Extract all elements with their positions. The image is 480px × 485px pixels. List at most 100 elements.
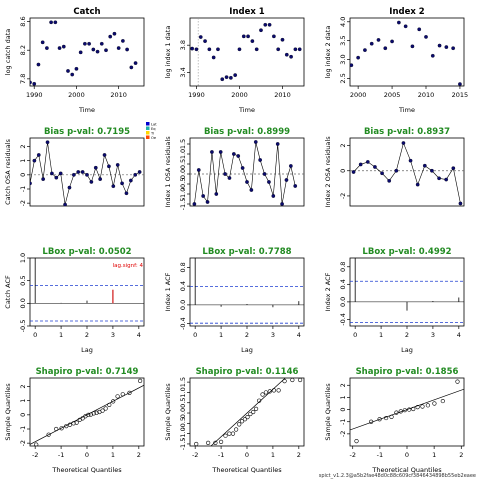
qq-point [277, 389, 281, 393]
data-point [276, 48, 279, 51]
y-axis-label: Catch OSA residuals [4, 138, 12, 204]
x-tick-label: 0 [245, 451, 249, 459]
data-point [366, 160, 369, 163]
data-point [233, 73, 236, 76]
data-point [210, 150, 213, 153]
data-point [285, 178, 288, 181]
data-point [109, 35, 112, 38]
data-point [212, 56, 215, 59]
data-point [85, 173, 88, 176]
data-point [356, 56, 359, 59]
qq-point [219, 440, 223, 444]
data-point [120, 182, 123, 185]
x-tick-label: 2010 [418, 91, 435, 99]
plot-area [190, 140, 304, 205]
significant-lag-note: lag.signf: 4 [113, 263, 144, 269]
qq-point [54, 427, 58, 431]
y-tick-label: 7.8 [19, 74, 27, 84]
data-point [245, 180, 248, 183]
data-point [46, 141, 49, 144]
data-point [121, 39, 124, 42]
x-tick-label: -2 [192, 451, 198, 459]
y-tick-label: 1.5 [179, 377, 187, 387]
data-point [225, 75, 228, 78]
data-point [62, 45, 65, 48]
y-tick-label: 1.0 [179, 149, 187, 159]
data-point [129, 179, 132, 182]
x-axis-label: Time [238, 106, 255, 114]
data-point [228, 176, 231, 179]
plot-frame [350, 378, 464, 446]
qq-point [121, 392, 125, 396]
data-point [117, 46, 120, 49]
plot-area [350, 21, 462, 86]
y-tick-label: 0.8 [339, 262, 347, 272]
legend-swatch [146, 127, 150, 131]
plot-area [350, 141, 464, 205]
data-point [430, 169, 433, 172]
qq-point [291, 378, 295, 382]
data-point [50, 172, 53, 175]
data-point [242, 35, 245, 38]
data-point [33, 159, 36, 162]
legend-label: Eq [151, 127, 156, 131]
qq-point [433, 402, 437, 406]
data-point [246, 35, 249, 38]
y-axis-label: Index 2 ACF [324, 272, 332, 311]
y-tick-label: -0.4 [339, 313, 347, 326]
data-point [395, 169, 398, 172]
plot-area [28, 21, 137, 86]
qq-point [107, 403, 111, 407]
data-point [41, 41, 44, 44]
plot-frame [350, 138, 464, 206]
data-point [264, 23, 267, 26]
qq-point [264, 391, 268, 395]
y-tick-label: 0.4 [179, 281, 187, 291]
qq-point [224, 434, 228, 438]
x-tick-label: 4 [137, 331, 141, 339]
y-tick-label: 0.5 [179, 159, 187, 169]
y-tick-label: 0.5 [179, 398, 187, 408]
data-point [255, 48, 258, 51]
data-point [223, 172, 226, 175]
panel-title: LBox p-val: 0.0502 [42, 247, 131, 257]
data-point [237, 154, 240, 157]
qq-point [138, 379, 142, 383]
panel-index1_osa: Bias p-val: 0.8999-1.5-1.0-0.50.00.51.01… [164, 127, 304, 210]
data-point [134, 61, 137, 64]
data-point [294, 48, 297, 51]
y-tick-label: 2 [19, 144, 27, 148]
y-tick-label: 0.0 [339, 297, 347, 307]
data-point [37, 153, 40, 156]
panel-title: Index 2 [389, 7, 425, 17]
y-tick-label: -2 [339, 431, 347, 437]
data-point [208, 48, 211, 51]
x-axis-label: Lag [401, 346, 413, 354]
data-point [431, 54, 434, 57]
legend-swatch [146, 131, 150, 135]
legend-label: Ti [150, 131, 154, 135]
data-point [104, 49, 107, 52]
y-axis-label: Sample Quantiles [164, 383, 172, 441]
y-tick-label: 3.5 [339, 35, 347, 45]
qq-point [104, 407, 108, 411]
data-point [87, 42, 90, 45]
data-point [98, 177, 101, 180]
data-point [404, 25, 407, 28]
x-tick-label: -1 [218, 451, 224, 459]
y-tick-label: -1 [19, 426, 27, 432]
x-tick-label: -1 [58, 451, 64, 459]
data-point [63, 203, 66, 206]
x-tick-label: 1 [219, 331, 223, 339]
data-point [58, 46, 61, 49]
data-point [238, 48, 241, 51]
plot-frame [350, 258, 464, 326]
data-point [276, 142, 279, 145]
data-point [445, 45, 448, 48]
y-tick-label: 0.8 [179, 262, 187, 272]
